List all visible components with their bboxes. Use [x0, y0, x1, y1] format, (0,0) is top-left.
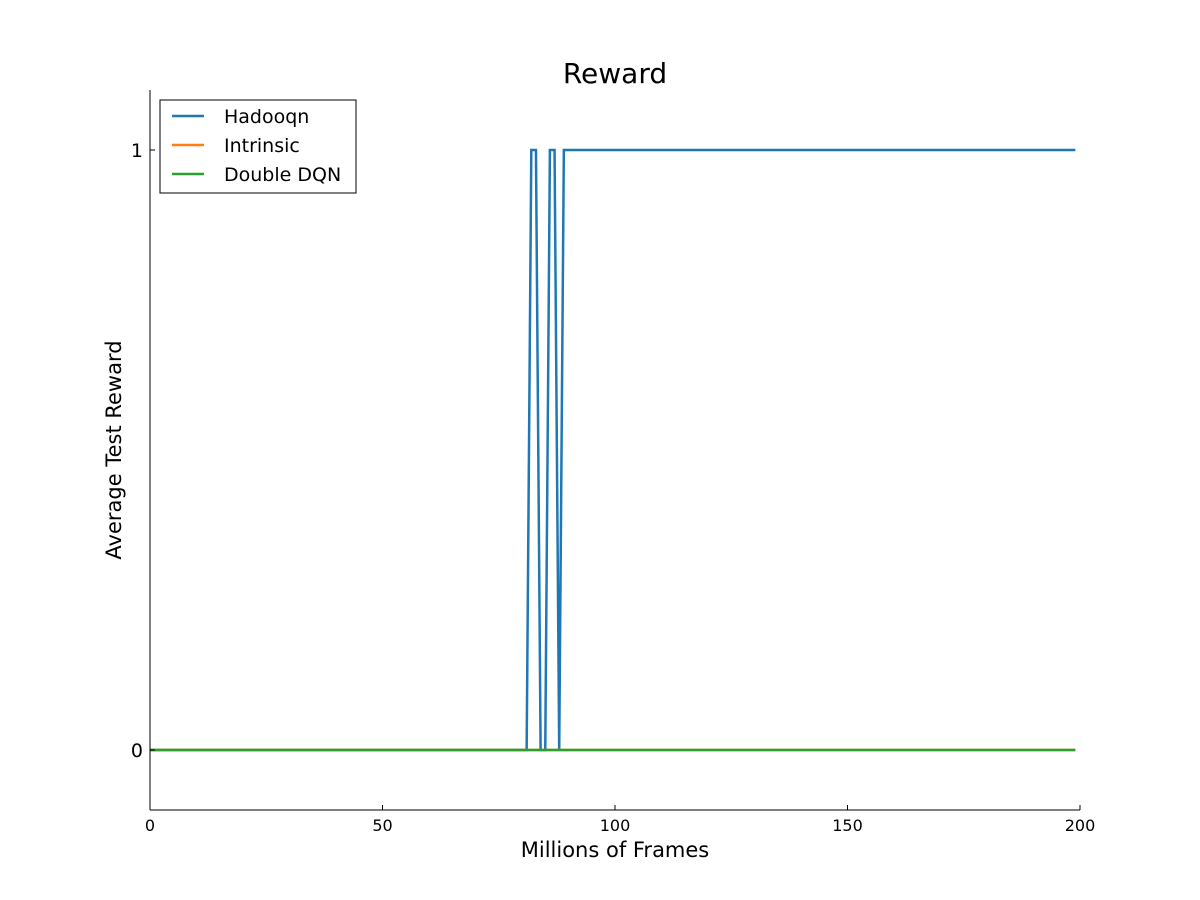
legend-label-0: Hadooqn — [224, 106, 309, 128]
legend: Hadooqn Intrinsic Double DQN — [159, 99, 357, 194]
legend-label-2: Double DQN — [224, 164, 341, 186]
y-tick-label: 1 — [131, 140, 143, 162]
x-tick-label: 0 — [145, 816, 155, 835]
x-tick-label: 100 — [600, 816, 631, 835]
legend-items: Hadooqn Intrinsic Double DQN — [172, 106, 341, 186]
x-ticks: 0 50 100 150 200 — [145, 805, 1095, 835]
series-layer — [150, 148, 1076, 752]
y-ticks: 01 — [131, 140, 155, 762]
legend-label-1: Intrinsic — [224, 135, 300, 157]
x-tick-label: 50 — [372, 816, 392, 835]
x-axis-label: Millions of Frames — [521, 838, 710, 862]
x-tick-label: 200 — [1065, 816, 1096, 835]
y-tick-label: 0 — [131, 740, 143, 762]
y-axis-label: Average Test Reward — [102, 340, 126, 559]
series-line-0 — [150, 148, 1076, 752]
x-tick-label: 150 — [832, 816, 863, 835]
chart-title: Reward — [563, 57, 667, 90]
